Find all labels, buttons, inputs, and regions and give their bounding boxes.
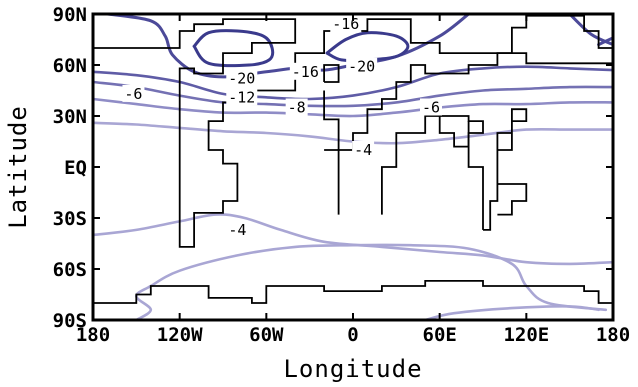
- contour-label-background: [285, 98, 308, 116]
- contour-label-background: [226, 88, 258, 106]
- contour-line-20: [192, 29, 275, 68]
- coastline: [323, 64, 340, 83]
- contour-line-4: [423, 305, 600, 320]
- x-tick-label: 120E: [503, 324, 549, 346]
- coastline: [323, 90, 340, 151]
- contour-line-8: [93, 80, 613, 108]
- coastline: [93, 14, 613, 248]
- contour-label-background: [226, 69, 258, 87]
- contour-line-6: [93, 97, 613, 118]
- y-tick-label: 90S: [53, 310, 87, 332]
- x-tick-label: 60E: [423, 324, 457, 346]
- y-tick-label: 30S: [53, 208, 87, 230]
- coastline: [483, 108, 528, 231]
- x-tick-label: 180: [76, 324, 110, 346]
- coastline: [467, 121, 484, 230]
- x-tick-label: 0: [347, 324, 358, 346]
- contour-line-4: [93, 213, 613, 266]
- contour-line-16: [105, 14, 471, 79]
- contour-label: -4: [354, 141, 372, 159]
- x-axis-label: Longitude: [283, 355, 422, 383]
- contour-label-background: [346, 57, 378, 75]
- contour-label: -4: [228, 221, 246, 239]
- contour-label: -20: [348, 58, 375, 76]
- y-tick-label: 30N: [53, 106, 87, 128]
- y-axis-label: Latitude: [4, 105, 32, 229]
- contour-label: -16: [292, 63, 319, 81]
- y-tick-label: 90N: [53, 4, 87, 26]
- x-tick-label: 180: [596, 324, 630, 346]
- axis-ticks: 180 120W 60W 0 60E 120E 180 90N 60N 30N EQ 30S 60S 90…: [53, 4, 630, 346]
- contour-label: -12: [228, 88, 255, 106]
- coastline: [337, 52, 613, 215]
- contour-label: -6: [124, 85, 142, 103]
- y-tick-label: EQ: [64, 157, 87, 179]
- plot-area: -16-16-20-20-12-8-6-6-4-4: [93, 14, 613, 320]
- contour-label: -6: [422, 99, 440, 117]
- contour-label-background: [289, 62, 321, 80]
- y-tick-label: 60N: [53, 55, 87, 77]
- x-tick-label: 120W: [157, 324, 203, 346]
- contour-label-background: [226, 220, 249, 238]
- x-tick-label: 60W: [249, 324, 284, 346]
- plot-frame: [91, 12, 615, 322]
- contour-label: -16: [332, 15, 359, 33]
- contour-label-background: [122, 84, 145, 102]
- contour-label: -8: [288, 99, 306, 117]
- contour-label: -20: [228, 70, 255, 88]
- coastline: [381, 115, 484, 215]
- contour-label-background: [420, 98, 442, 116]
- contour-line-20: [325, 31, 410, 63]
- contour-label-background: [352, 141, 375, 158]
- coastline: [93, 280, 613, 304]
- contour-line-16: [568, 14, 613, 47]
- y-tick-label: 60S: [53, 259, 87, 281]
- contour-line-4: [135, 243, 608, 320]
